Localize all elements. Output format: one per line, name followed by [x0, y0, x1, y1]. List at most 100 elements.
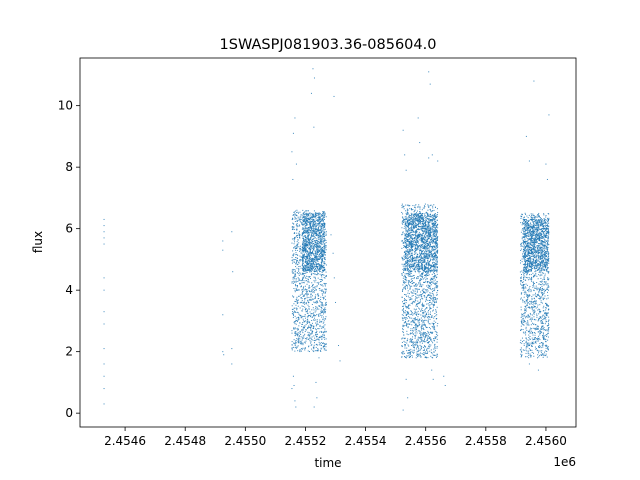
data-point: [414, 345, 416, 347]
data-point: [306, 319, 308, 321]
data-point: [433, 256, 435, 258]
data-point: [303, 325, 305, 327]
data-point: [427, 236, 429, 238]
data-point: [406, 260, 408, 262]
data-point: [421, 216, 423, 218]
data-point: [308, 326, 310, 328]
data-point: [416, 344, 418, 346]
data-point: [317, 349, 319, 351]
data-point: [303, 235, 305, 237]
data-point: [321, 290, 323, 292]
data-point: [433, 269, 435, 271]
data-point: [419, 215, 421, 217]
data-point: [321, 250, 323, 252]
data-point: [291, 229, 293, 231]
data-point: [428, 287, 430, 289]
data-point: [303, 337, 305, 339]
data-point: [437, 227, 439, 229]
data-point: [427, 317, 429, 319]
data-point: [302, 290, 304, 292]
data-point: [434, 241, 436, 243]
data-point: [429, 285, 431, 287]
data-point: [406, 355, 408, 357]
data-point: [294, 274, 296, 276]
data-point: [300, 301, 302, 303]
data-point: [415, 244, 417, 246]
data-point: [307, 214, 309, 216]
data-point: [411, 223, 413, 225]
data-point: [437, 239, 439, 241]
data-point: [321, 276, 323, 278]
data-point: [424, 356, 426, 358]
data-point: [304, 348, 306, 350]
data-point: [416, 305, 418, 307]
data-point: [417, 325, 419, 327]
data-point: [313, 225, 315, 227]
data-point: [294, 117, 296, 119]
data-point: [426, 271, 428, 273]
data-point: [309, 221, 311, 223]
data-point: [321, 219, 323, 221]
data-point: [428, 245, 430, 247]
data-point: [320, 312, 322, 314]
data-point: [294, 248, 296, 250]
data-point: [418, 295, 420, 297]
data-point: [434, 254, 436, 256]
data-point: [406, 220, 408, 222]
data-point: [410, 208, 412, 210]
data-point: [302, 213, 304, 215]
data-point: [424, 213, 426, 215]
data-point: [297, 341, 299, 343]
data-point: [419, 214, 421, 216]
data-point: [322, 249, 324, 251]
data-point: [305, 338, 307, 340]
data-point: [299, 338, 301, 340]
data-point: [314, 259, 316, 261]
data-point: [413, 206, 415, 208]
data-point: [306, 263, 308, 265]
data-point: [316, 397, 318, 399]
data-point: [323, 257, 325, 259]
data-point: [319, 267, 321, 269]
data-point: [316, 246, 318, 248]
data-point: [407, 229, 409, 231]
data-point: [428, 205, 430, 207]
data-point: [432, 223, 434, 225]
data-point: [427, 205, 429, 207]
data-point: [317, 217, 319, 219]
data-point: [408, 349, 410, 351]
data-point: [435, 228, 437, 230]
data-point: [293, 277, 295, 279]
data-point: [424, 256, 426, 258]
data-point: [421, 305, 423, 307]
data-point: [325, 249, 327, 251]
data-point: [305, 248, 307, 250]
data-point: [417, 316, 419, 318]
data-point: [297, 211, 299, 213]
data-point: [427, 234, 429, 236]
data-point: [309, 338, 311, 340]
data-point: [436, 271, 438, 273]
data-point: [425, 289, 427, 291]
data-point: [309, 287, 311, 289]
data-point: [299, 250, 301, 252]
data-point: [314, 253, 316, 255]
data-point: [321, 336, 323, 338]
data-point: [418, 218, 420, 220]
data-point: [307, 266, 309, 268]
data-point: [403, 312, 405, 314]
data-point: [409, 341, 411, 343]
data-point: [410, 248, 412, 250]
data-point: [434, 237, 436, 239]
data-point: [435, 294, 437, 296]
data-point: [420, 291, 422, 293]
data-point: [296, 298, 298, 300]
data-point: [307, 281, 309, 283]
data-point: [426, 227, 428, 229]
data-point: [294, 347, 296, 349]
data-point: [292, 375, 294, 377]
data-point: [427, 261, 429, 263]
data-point: [436, 260, 438, 262]
data-point: [323, 239, 325, 241]
data-point: [302, 261, 304, 263]
